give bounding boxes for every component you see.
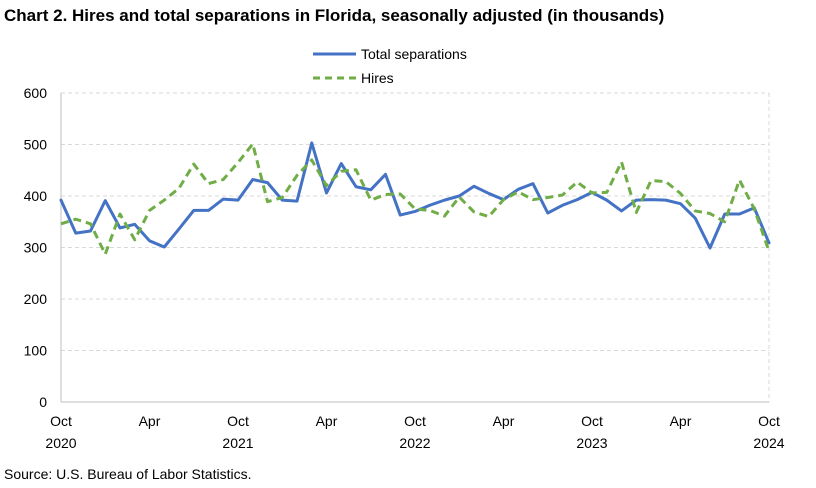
x-tick-month-8: Oct — [758, 413, 780, 429]
x-tick-month-5: Apr — [493, 413, 515, 429]
x-tick-year-2023: 2023 — [576, 435, 607, 451]
line-chart: 0 100 200 300 400 500 600 Oct 2020 Apr Oct 2021 Apr… — [24, 46, 785, 451]
source-note: Source: U.S. Bureau of Labor Statistics. — [4, 466, 252, 482]
y-tick-label-100: 100 — [24, 343, 48, 359]
y-tick-label-400: 400 — [24, 188, 48, 204]
x-tick-year-2022: 2022 — [399, 435, 430, 451]
x-tick-month-6: Oct — [581, 413, 603, 429]
chart-title: Chart 2. Hires and total separations in … — [4, 6, 665, 25]
x-tick-month-2: Oct — [227, 413, 249, 429]
y-tick-label-300: 300 — [24, 240, 48, 256]
y-tick-label-200: 200 — [24, 291, 48, 307]
y-axis-tick-labels: 0 100 200 300 400 500 600 — [24, 85, 48, 410]
x-tick-month-4: Oct — [404, 413, 426, 429]
data-series — [59, 141, 771, 256]
y-tick-label-500: 500 — [24, 137, 48, 153]
x-tick-year-2020: 2020 — [45, 435, 76, 451]
legend: Total separations Hires — [313, 46, 467, 86]
x-tick-month-3: Apr — [316, 413, 338, 429]
y-tick-label-0: 0 — [39, 394, 47, 410]
x-tick-month-0: Oct — [50, 413, 72, 429]
x-tick-year-2021: 2021 — [222, 435, 253, 451]
y-tick-label-600: 600 — [24, 85, 48, 101]
x-tick-year-2024: 2024 — [753, 435, 784, 451]
series-line-total-separations — [59, 141, 771, 250]
legend-label-total-separations: Total separations — [361, 46, 467, 62]
axes — [60, 93, 770, 403]
x-tick-month-1: Apr — [139, 413, 161, 429]
grid-lines — [61, 92, 769, 351]
x-tick-month-7: Apr — [670, 413, 692, 429]
legend-label-hires: Hires — [361, 70, 394, 86]
x-axis-tick-labels: Oct 2020 Apr Oct 2021 Apr Oct 2022 Apr Oct 2023 Apr… — [45, 413, 784, 451]
